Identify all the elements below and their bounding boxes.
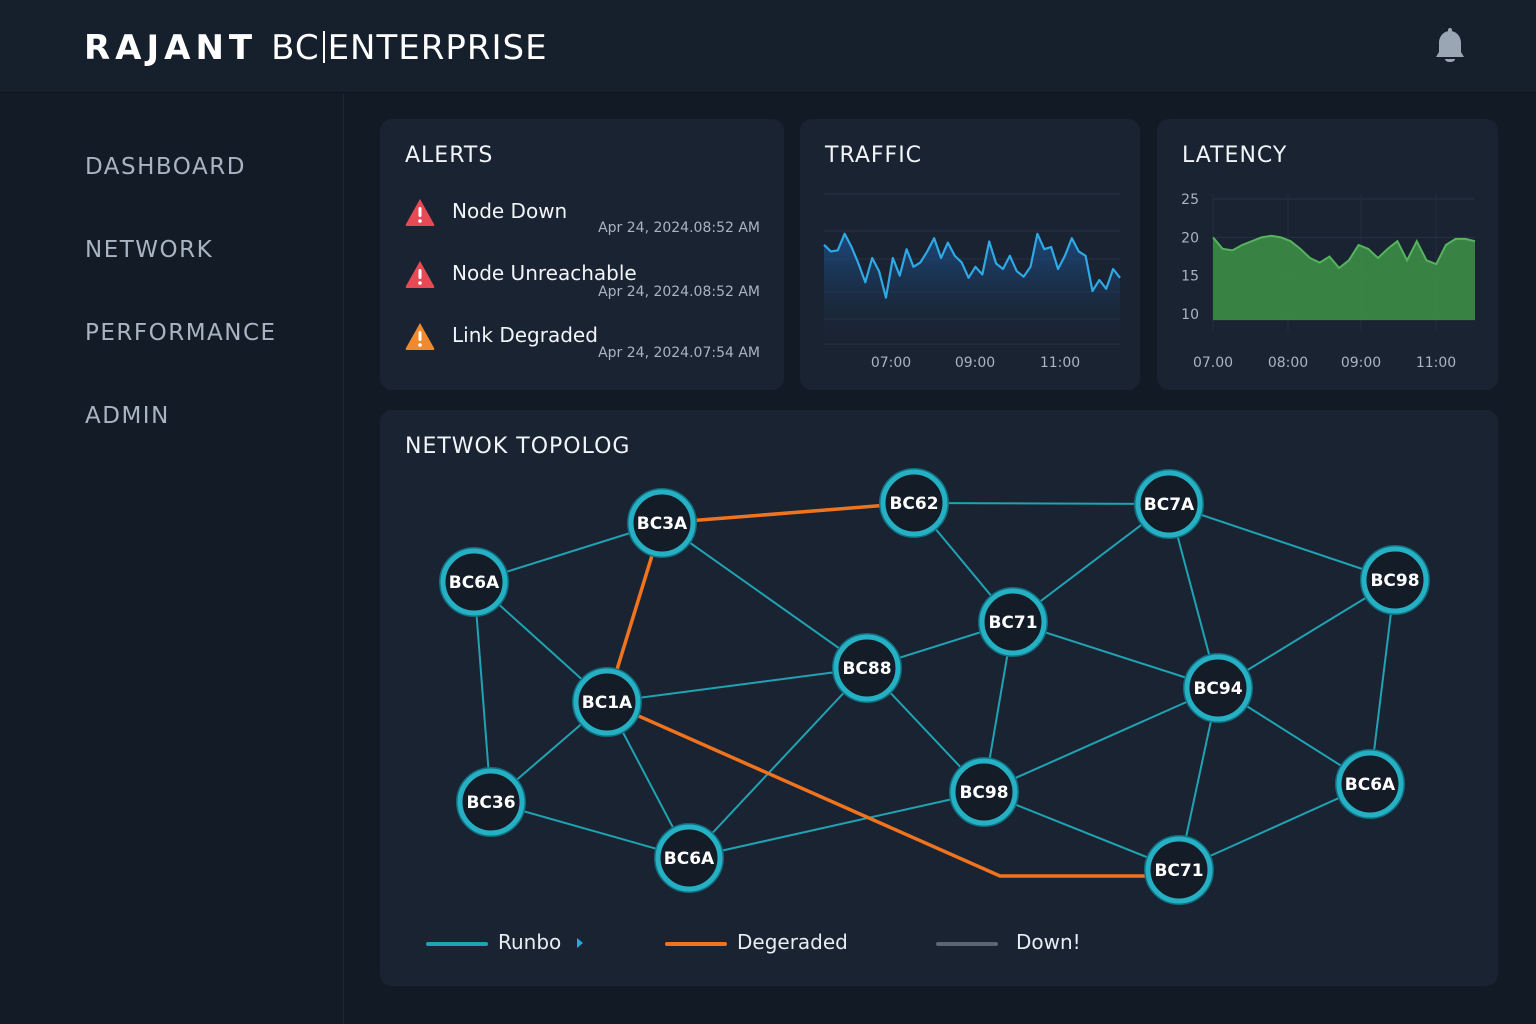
x-tick-label: 11:00	[1040, 355, 1080, 371]
y-tick-label: 20	[1181, 230, 1199, 246]
link-running[interactable]	[473, 581, 492, 803]
sidebar: DASHBOARD NETWORK PERFORMANCE ADMIN	[0, 94, 344, 1024]
link-running[interactable]	[606, 667, 868, 703]
legend-down-label: Down!	[1016, 930, 1081, 954]
link-running[interactable]	[661, 522, 868, 669]
brand-name: RAJANT	[84, 28, 258, 68]
node-label: BC36	[466, 793, 515, 813]
link-running[interactable]	[688, 667, 868, 859]
node-bc1a[interactable]: BC1A	[572, 667, 642, 737]
x-tick-label: 08:00	[1268, 355, 1308, 371]
warning-triangle-icon	[405, 261, 435, 288]
node-label: BC6A	[664, 849, 715, 869]
node-label: BC71	[1154, 861, 1203, 881]
node-label: BC98	[959, 783, 1008, 803]
node-bc6a[interactable]: BC6A	[654, 823, 724, 893]
legend-running-swatch	[426, 942, 488, 946]
link-running[interactable]	[688, 791, 985, 859]
link-running[interactable]	[1168, 503, 1396, 581]
legend-running-label: Runbo	[498, 930, 562, 954]
latency-title: LATENCY	[1182, 143, 1288, 168]
link-running[interactable]	[1012, 621, 1219, 689]
sidebar-item-network[interactable]: NETWORK	[85, 237, 214, 263]
legend-down[interactable]: Down!	[936, 930, 1096, 960]
latency-line	[1212, 234, 1476, 270]
sidebar-item-admin[interactable]: ADMIN	[85, 403, 170, 429]
top-bar: RAJANT BC ENTERPRISE	[0, 0, 1536, 93]
node-bc6a[interactable]: BC6A	[439, 547, 509, 617]
link-degraded[interactable]	[606, 700, 1179, 878]
traffic-chart: 07:00 09:00 11:00	[823, 193, 1121, 371]
node-label: BC3A	[637, 514, 688, 534]
node-bc7a[interactable]: BC7A	[1134, 469, 1204, 539]
brand-logo: RAJANT BC ENTERPRISE	[84, 28, 548, 68]
node-bc94[interactable]: BC94	[1183, 653, 1253, 723]
node-label: BC94	[1193, 679, 1242, 699]
node-bc98[interactable]: BC98	[1360, 545, 1430, 615]
y-tick-label: 25	[1181, 192, 1199, 208]
node-label: BC6A	[449, 573, 500, 593]
alert-item[interactable]: Node Unreachable Apr 24, 2024.08:52 AM	[404, 259, 760, 315]
node-bc71[interactable]: BC71	[978, 587, 1048, 657]
legend-degraded[interactable]: Degeraded	[665, 930, 865, 960]
y-tick-label: 15	[1181, 269, 1199, 285]
node-bc71[interactable]: BC71	[1144, 835, 1214, 905]
sidebar-item-dashboard[interactable]: DASHBOARD	[85, 154, 246, 180]
alerts-title: ALERTS	[405, 143, 494, 168]
node-label: BC98	[1370, 571, 1419, 591]
link-running[interactable]	[983, 791, 1180, 871]
x-tick-label: 09:00	[1341, 355, 1381, 371]
legend-running[interactable]: Runbo	[426, 930, 586, 960]
x-tick-label: 11:00	[1416, 355, 1456, 371]
alert-title: Link Degraded	[452, 323, 598, 347]
sidebar-item-performance[interactable]: PERFORMANCE	[85, 320, 277, 346]
node-label: BC7A	[1144, 495, 1195, 515]
play-icon	[577, 938, 583, 948]
node-label: BC88	[842, 659, 891, 679]
node-bc6a[interactable]: BC6A	[1335, 749, 1405, 819]
alert-timestamp: Apr 24, 2024.07:54 AM	[598, 345, 760, 361]
warning-triangle-icon	[405, 323, 435, 350]
traffic-area	[824, 233, 1120, 344]
alert-item[interactable]: Link Degraded Apr 24, 2024.07:54 AM	[404, 321, 760, 377]
node-bc36[interactable]: BC36	[456, 767, 526, 837]
link-running[interactable]	[983, 687, 1219, 793]
traffic-title: TRAFFIC	[825, 143, 923, 168]
node-label: BC6A	[1345, 775, 1396, 795]
traffic-card: TRAFFIC 07:00 09:00 11:00	[800, 119, 1140, 390]
node-label: BC1A	[582, 693, 633, 713]
x-tick-label: 09:00	[955, 355, 995, 371]
legend-degraded-swatch	[665, 942, 727, 946]
warning-triangle-icon	[405, 199, 435, 226]
latency-card: LATENCY 25 20 15 10 07.00 08:00 09:00 11:00	[1157, 119, 1498, 390]
alerts-card: ALERTS Node Down Apr 24, 2024.08:52 AM N…	[380, 119, 784, 390]
link-running[interactable]	[913, 502, 1170, 505]
alert-timestamp: Apr 24, 2024.08:52 AM	[598, 220, 760, 236]
node-label: BC62	[889, 494, 938, 514]
topology-title: NETWOK TOPOLOG	[405, 434, 631, 459]
node-bc88[interactable]: BC88	[832, 633, 902, 703]
node-bc62[interactable]: BC62	[879, 468, 949, 538]
legend-down-swatch	[936, 942, 998, 946]
x-tick-label: 07.00	[1193, 355, 1233, 371]
latency-chart: 25 20 15 10 07.00 08:00 09:00 11:00	[1181, 192, 1476, 371]
node-bc98[interactable]: BC98	[949, 757, 1019, 827]
traffic-line	[823, 232, 1121, 299]
y-tick-label: 10	[1181, 307, 1199, 323]
node-bc3a[interactable]: BC3A	[627, 488, 697, 558]
alert-timestamp: Apr 24, 2024.08:52 AM	[598, 284, 760, 300]
link-degraded[interactable]	[661, 501, 915, 525]
alert-item[interactable]: Node Down Apr 24, 2024.08:52 AM	[404, 197, 760, 253]
alert-title: Node Down	[452, 199, 568, 223]
bell-icon[interactable]	[1433, 28, 1467, 66]
brand-bc: BC	[271, 28, 320, 68]
legend-degraded-label: Degeraded	[737, 930, 848, 954]
x-tick-label: 07:00	[871, 355, 911, 371]
node-label: BC71	[988, 613, 1037, 633]
brand-product: ENTERPRISE	[327, 28, 548, 68]
brand-separator	[322, 31, 325, 63]
alert-title: Node Unreachable	[452, 261, 637, 285]
topology-card: NETWOK TOPOLOG	[380, 410, 1498, 986]
